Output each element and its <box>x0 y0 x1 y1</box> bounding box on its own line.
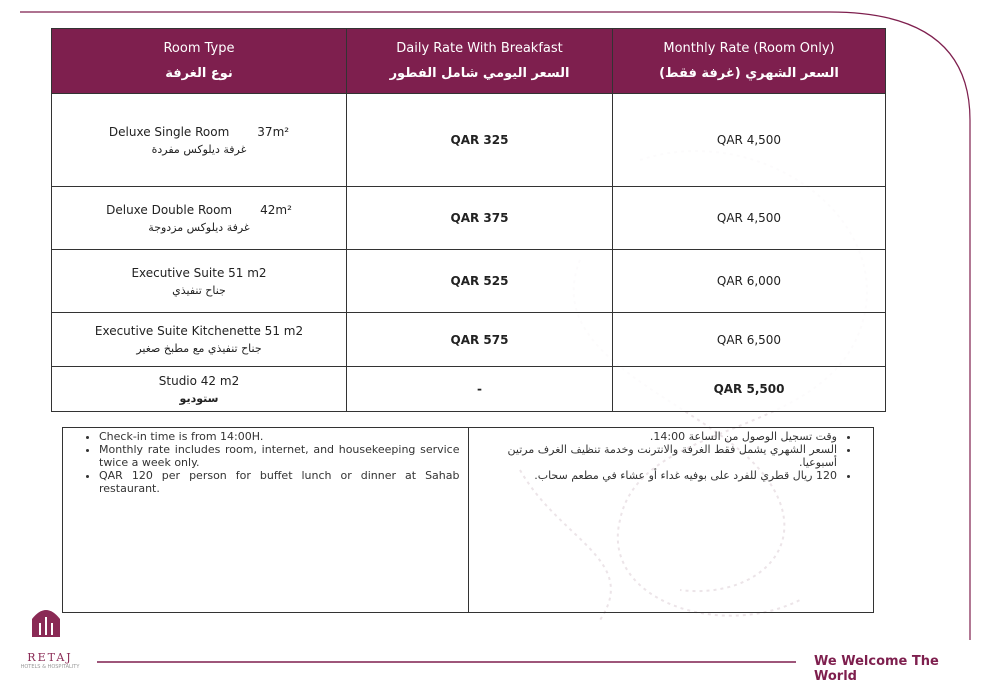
daily-rate: - <box>477 382 482 396</box>
header-ar: نوع الغرفة <box>165 66 233 81</box>
logo-tagline: HOTELS & HOSPITALITY <box>20 664 80 670</box>
logo-name: RETAJ <box>27 651 73 664</box>
daily-cell: QAR 575 <box>346 312 613 367</box>
room-line: Deluxe Double Room 42m² <box>52 203 346 217</box>
room-name-ar: ستوديو <box>179 391 219 405</box>
monthly-rate: QAR 6,500 <box>716 332 782 347</box>
room-line: Deluxe Single Room 37m² <box>52 125 346 139</box>
header-cell: Room Type نوع الغرفة <box>51 28 347 94</box>
header-en: Monthly Rate (Room Only) <box>663 41 835 56</box>
room-line: Executive Suite Kitchenette 51 m2 <box>52 324 346 338</box>
header-cell: Monthly Rate (Room Only) السعر الشهري (غر… <box>612 28 886 94</box>
header-ar: السعر الشهري (غرفة فقط) <box>659 66 839 81</box>
room-name: Studio 42 m2 <box>158 373 240 388</box>
monthly-rate: QAR 4,500 <box>716 211 782 225</box>
note: وقت تسجيل الوصول من الساعة 14:00. <box>477 430 837 443</box>
note: Monthly rate includes room, internet, an… <box>99 443 460 469</box>
table-row: Executive Suite 51 m2 جناح تنفيذي QAR 525 Q… <box>51 249 886 313</box>
room-name-ar: جناح تنفيذي مع مطبخ صغير <box>136 342 262 355</box>
room-cell: Studio 42 m2 ستوديو <box>51 366 347 412</box>
daily-rate: QAR 375 <box>450 211 509 225</box>
header-ar: السعر اليومي شامل الفطور <box>389 66 570 81</box>
header-cell: Daily Rate With Breakfast السعر اليومي شا… <box>346 28 613 94</box>
room-cell: Executive Suite 51 m2 جناح تنفيذي <box>51 249 347 313</box>
monthly-cell: QAR 6,500 <box>612 312 886 367</box>
note: السعر الشهري يشمل فقط الغرفة والانترنت و… <box>477 443 837 469</box>
header-en: Room Type <box>163 41 235 56</box>
monthly-cell: QAR 6,000 <box>612 249 886 313</box>
daily-cell: QAR 375 <box>346 186 613 250</box>
monthly-cell: QAR 4,500 <box>612 93 886 187</box>
table-body: Deluxe Single Room 37m² غرفة ديلوكس مفردة Q… <box>51 93 886 412</box>
room-name-ar: غرفة ديلوكس مفردة <box>151 142 247 156</box>
slogan: We Welcome The World <box>814 654 939 684</box>
notes-box: Check-in time is from 14:00H.Monthly rat… <box>62 427 874 613</box>
daily-cell: - <box>346 366 613 412</box>
room-name: Executive Suite 51 m2 <box>131 265 267 280</box>
logo: RETAJ HOTELS & HOSPITALITY <box>8 605 92 670</box>
table-row: Deluxe Double Room 42m² غرفة ديلوكس مزدوجة… <box>51 186 886 250</box>
table-row: Executive Suite Kitchenette 51 m2 جناح تن… <box>51 312 886 367</box>
monthly-rate: QAR 4,500 <box>716 133 782 147</box>
room-line: Studio 42 m2 <box>52 374 346 388</box>
daily-cell: QAR 525 <box>346 249 613 313</box>
monthly-rate: QAR 6,000 <box>716 274 782 288</box>
room-name: Deluxe Single Room <box>108 124 230 139</box>
room-size: 42m² <box>260 202 292 217</box>
daily-cell: QAR 325 <box>346 93 613 187</box>
notes-list: وقت تسجيل الوصول من الساعة 14:00.السعر ا… <box>469 428 874 482</box>
room-name: Deluxe Double Room <box>106 202 233 217</box>
notes-list: Check-in time is from 14:00H.Monthly rat… <box>63 428 468 495</box>
note: 120 ريال قطري للفرد على بوفيه غداء أو عش… <box>477 469 837 482</box>
room-line: Executive Suite 51 m2 <box>52 266 346 280</box>
note: QAR 120 per person for buffet lunch or d… <box>99 469 460 495</box>
room-cell: Executive Suite Kitchenette 51 m2 جناح تن… <box>51 312 347 367</box>
daily-rate: QAR 575 <box>450 332 509 347</box>
room-name: Executive Suite Kitchenette 51 m2 <box>94 324 304 338</box>
notes-ar: وقت تسجيل الوصول من الساعة 14:00.السعر ا… <box>469 428 874 612</box>
daily-rate: QAR 325 <box>450 133 509 147</box>
table-row: Studio 42 m2 ستوديو - QAR 5,500 <box>51 366 886 412</box>
rates-table: Room Type نوع الغرفة Daily Rate With Brea… <box>51 28 886 412</box>
header-row: Room Type نوع الغرفة Daily Rate With Brea… <box>51 28 886 94</box>
note: Check-in time is from 14:00H. <box>99 430 460 443</box>
monthly-rate: QAR 5,500 <box>713 382 785 396</box>
room-name-ar: غرفة ديلوكس مزدوجة <box>148 220 250 234</box>
monthly-cell: QAR 4,500 <box>612 186 886 250</box>
table-row: Deluxe Single Room 37m² غرفة ديلوكس مفردة Q… <box>51 93 886 187</box>
room-name-ar: جناح تنفيذي <box>172 283 226 297</box>
header-en: Daily Rate With Breakfast <box>396 41 563 56</box>
room-size: 37m² <box>257 124 290 139</box>
monthly-cell: QAR 5,500 <box>612 366 886 412</box>
notes-en: Check-in time is from 14:00H.Monthly rat… <box>63 428 469 612</box>
room-cell: Deluxe Single Room 37m² غرفة ديلوكس مفردة <box>51 93 347 187</box>
room-cell: Deluxe Double Room 42m² غرفة ديلوكس مزدوجة <box>51 186 347 250</box>
daily-rate: QAR 525 <box>450 274 509 288</box>
